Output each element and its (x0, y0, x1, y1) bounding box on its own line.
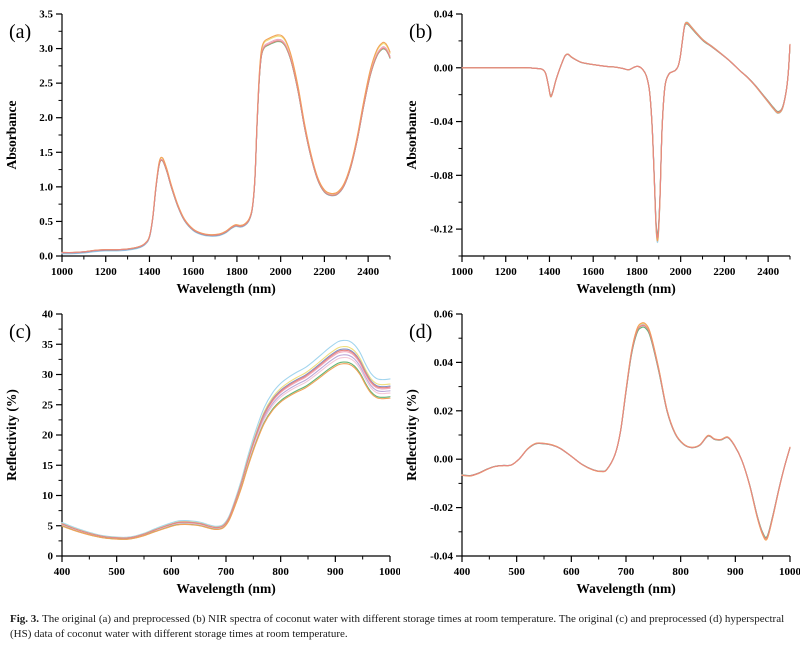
svg-text:1.5: 1.5 (39, 147, 53, 159)
panel-b-chart: 1000 1200 1400 1600 1800 2000 2200 2400 0.04 0.00… (404, 9, 791, 296)
svg-text:900: 900 (727, 566, 744, 578)
svg-text:35: 35 (42, 339, 54, 351)
figure-grid: 1000 1200 1400 1600 1800 2000 2200 2400 0.0 0.5 1.… (4, 9, 800, 597)
svg-text:(a): (a) (9, 21, 31, 43)
svg-text:700: 700 (618, 566, 635, 578)
svg-text:2000: 2000 (670, 266, 693, 278)
svg-text:Reflectivity (%): Reflectivity (%) (404, 389, 419, 481)
svg-text:0.00: 0.00 (434, 454, 454, 466)
svg-text:1200: 1200 (95, 266, 118, 278)
svg-text:Wavelength (nm): Wavelength (nm) (576, 281, 675, 296)
svg-text:Absorbance: Absorbance (404, 100, 419, 169)
svg-text:1000: 1000 (51, 266, 74, 278)
svg-text:2200: 2200 (713, 266, 736, 278)
svg-text:400: 400 (454, 566, 471, 578)
svg-text:3.5: 3.5 (39, 9, 53, 21)
svg-text:20: 20 (42, 430, 54, 442)
svg-text:1800: 1800 (226, 266, 249, 278)
svg-text:3.0: 3.0 (39, 43, 53, 55)
svg-text:-0.12: -0.12 (430, 224, 453, 236)
svg-text:10: 10 (42, 490, 54, 502)
svg-text:0.02: 0.02 (434, 405, 454, 417)
svg-text:5: 5 (48, 520, 54, 532)
svg-text:1600: 1600 (182, 266, 205, 278)
svg-text:0: 0 (48, 551, 54, 563)
svg-text:30: 30 (42, 369, 54, 381)
svg-text:1800: 1800 (626, 266, 649, 278)
svg-text:0.04: 0.04 (434, 9, 454, 21)
svg-text:1400: 1400 (138, 266, 161, 278)
svg-text:Absorbance: Absorbance (4, 100, 19, 169)
svg-text:Reflectivity (%): Reflectivity (%) (4, 389, 19, 481)
svg-text:900: 900 (327, 566, 344, 578)
svg-text:2400: 2400 (757, 266, 780, 278)
svg-text:Wavelength (nm): Wavelength (nm) (176, 581, 275, 596)
svg-text:2.5: 2.5 (39, 78, 53, 90)
panel-d-chart: 400 500 600 700 800 900 1000 0.06 0.04 0.02 0.00 -0… (404, 309, 800, 597)
svg-text:500: 500 (508, 566, 525, 578)
figure-caption: Fig. 3. The original (a) and preprocessed… (0, 600, 800, 643)
svg-text:0.0: 0.0 (39, 251, 53, 263)
svg-text:800: 800 (272, 566, 289, 578)
svg-text:Wavelength (nm): Wavelength (nm) (576, 581, 675, 596)
svg-text:0.5: 0.5 (39, 216, 53, 228)
svg-text:-0.04: -0.04 (430, 551, 453, 563)
svg-text:40: 40 (42, 309, 54, 321)
svg-text:-0.02: -0.02 (430, 502, 453, 514)
svg-text:-0.04: -0.04 (430, 116, 453, 128)
svg-text:1600: 1600 (582, 266, 605, 278)
svg-text:2000: 2000 (270, 266, 293, 278)
svg-text:1400: 1400 (538, 266, 561, 278)
svg-text:Wavelength (nm): Wavelength (nm) (176, 281, 275, 296)
svg-text:2.0: 2.0 (39, 112, 53, 124)
svg-text:0.06: 0.06 (434, 309, 454, 321)
svg-text:400: 400 (54, 566, 71, 578)
svg-text:800: 800 (672, 566, 689, 578)
svg-text:500: 500 (108, 566, 125, 578)
svg-text:(d): (d) (409, 321, 432, 343)
svg-text:15: 15 (42, 460, 54, 472)
panel-c-chart: 400 500 600 700 800 900 1000 0 5 10 15 20 25 30 35 40 Wa… (4, 309, 400, 597)
svg-text:0.04: 0.04 (434, 357, 454, 369)
svg-text:(b): (b) (409, 21, 432, 43)
svg-text:1.0: 1.0 (39, 181, 53, 193)
panel-a-chart: 1000 1200 1400 1600 1800 2000 2200 2400 0.0 0.5 1.… (4, 9, 391, 296)
svg-text:1000: 1000 (379, 566, 400, 578)
svg-text:1000: 1000 (779, 566, 800, 578)
svg-text:0.00: 0.00 (434, 62, 454, 74)
svg-text:1000: 1000 (451, 266, 474, 278)
svg-text:(c): (c) (9, 321, 31, 343)
svg-text:-0.08: -0.08 (430, 170, 453, 182)
caption-label: Fig. 3. (10, 613, 40, 625)
svg-text:600: 600 (163, 566, 180, 578)
svg-text:600: 600 (563, 566, 580, 578)
svg-text:2400: 2400 (357, 266, 380, 278)
caption-text: The original (a) and preprocessed (b) NI… (10, 613, 785, 641)
svg-text:2200: 2200 (313, 266, 336, 278)
svg-text:700: 700 (218, 566, 235, 578)
svg-text:1200: 1200 (495, 266, 518, 278)
svg-text:25: 25 (42, 399, 54, 411)
